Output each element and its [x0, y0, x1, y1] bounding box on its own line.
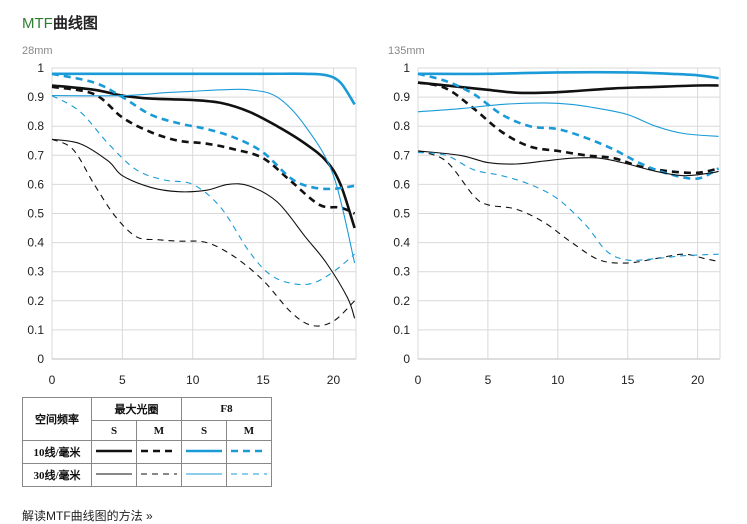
series-f8-10-s [417, 70, 719, 80]
y-tick-label: 0.3 [27, 265, 44, 279]
legend-swatch-max-m-10 [136, 440, 182, 464]
mtf-guide-link[interactable]: 解读MTF曲线图的方法 » [22, 509, 153, 523]
x-tick-label: 5 [119, 373, 126, 387]
y-tick-label: 0 [403, 352, 410, 366]
y-tick-label: 0.4 [393, 236, 410, 250]
y-tick-label: 0.5 [27, 207, 44, 221]
legend-header-max-aperture: 最大光圈 [91, 397, 182, 421]
page-title-lead: MTF [22, 15, 53, 32]
series-f8-30-s [417, 102, 719, 137]
legend-sub-s-max: S [91, 420, 137, 441]
legend-header-f8: F8 [181, 397, 272, 421]
mtf-legend-table: 空间频率 最大光圈 F8 S M S M 10线/毫米 30线/毫米 [22, 397, 272, 487]
x-tick-label: 0 [415, 373, 422, 387]
y-tick-label: 0.2 [393, 294, 410, 308]
x-tick-label: 15 [621, 373, 635, 387]
y-tick-label: 0.8 [27, 119, 44, 133]
series-f8-30-m [417, 151, 719, 262]
series-max-aperture-30-s [417, 150, 719, 177]
x-tick-label: 10 [551, 373, 565, 387]
legend-swatch-max-s-30 [91, 463, 137, 487]
series-max-aperture-30-m [51, 138, 355, 327]
series-max-aperture-10-m [51, 85, 356, 215]
y-tick-label: 1 [37, 61, 44, 75]
legend-swatch-f8-m-10 [226, 440, 272, 464]
x-tick-label: 15 [256, 373, 270, 387]
y-tick-label: 0.9 [393, 90, 410, 104]
y-tick-label: 0.5 [393, 207, 410, 221]
series-max-aperture-10-s [51, 84, 356, 229]
y-tick-label: 0.7 [27, 148, 44, 162]
series-f8-30-s [51, 88, 356, 264]
y-tick-label: 0.8 [393, 119, 410, 133]
chart-title: 28mm [22, 45, 53, 57]
x-tick-label: 20 [327, 373, 341, 387]
y-tick-label: 0.2 [27, 294, 44, 308]
series-max-aperture-30-m [417, 150, 719, 264]
y-tick-label: 0 [37, 352, 44, 366]
y-tick-label: 0.6 [393, 177, 410, 191]
y-tick-label: 0.6 [27, 177, 44, 191]
legend-swatch-f8-m-30 [226, 463, 272, 487]
y-tick-label: 1 [403, 61, 410, 75]
legend-sub-m-max: M [136, 420, 182, 441]
page-title: MTF曲线图 [22, 12, 98, 33]
y-tick-label: 0.9 [27, 90, 44, 104]
legend-swatch-f8-s-10 [181, 440, 227, 464]
x-tick-label: 5 [485, 373, 492, 387]
series-max-aperture-10-s [417, 81, 719, 95]
series-f8-10-s [52, 72, 356, 106]
y-tick-label: 0.1 [393, 323, 410, 337]
y-tick-label: 0.4 [27, 236, 44, 250]
y-tick-label: 0.7 [393, 148, 410, 162]
legend-header-freq: 空间频率 [22, 397, 92, 441]
legend-swatch-f8-s-30 [181, 463, 227, 487]
legend-swatch-max-m-30 [136, 463, 182, 487]
x-tick-label: 10 [186, 373, 200, 387]
y-tick-label: 0.1 [27, 323, 44, 337]
chart-title: 135mm [388, 45, 425, 57]
x-tick-label: 20 [691, 373, 705, 387]
legend-sub-s-f8: S [181, 420, 227, 441]
series-f8-30-m [51, 95, 355, 286]
legend-swatch-max-s-10 [91, 440, 137, 464]
series-max-aperture-30-s [51, 138, 356, 319]
x-tick-label: 0 [49, 373, 56, 387]
page-title-rest: 曲线图 [52, 15, 98, 32]
legend-sub-m-f8: M [226, 420, 272, 441]
legend-row-10: 10线/毫米 [22, 440, 92, 464]
y-tick-label: 0.3 [393, 265, 410, 279]
series-max-aperture-10-m [417, 81, 719, 175]
legend-row-30: 30线/毫米 [22, 463, 92, 487]
